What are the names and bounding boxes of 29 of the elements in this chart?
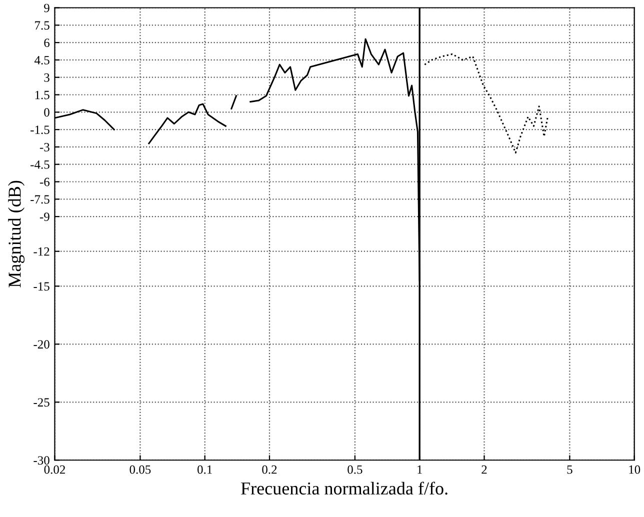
y-tick-label: 7.5 bbox=[35, 21, 50, 30]
y-tick-label: -1.5 bbox=[30, 126, 50, 134]
x-tick-label: 1 bbox=[418, 465, 422, 474]
y-tick-label: -15 bbox=[34, 282, 50, 291]
y-tick-label: -9 bbox=[40, 212, 50, 222]
y-tick-label: 4.5 bbox=[34, 56, 50, 64]
x-tick-label: 0.05 bbox=[130, 465, 151, 474]
y-tick-label: -4.5 bbox=[30, 160, 50, 169]
y-tick-label: -25 bbox=[34, 398, 50, 407]
x-tick-label: 0.1 bbox=[198, 465, 212, 474]
x-axis-title: Frecuencia normalizada f/fo. bbox=[241, 482, 448, 495]
y-tick-label: 6 bbox=[44, 38, 50, 48]
x-tick-label: 2 bbox=[482, 465, 487, 474]
y-tick-label: -20 bbox=[34, 340, 50, 349]
y-tick-label: -3 bbox=[40, 143, 50, 152]
x-tick-label: 5 bbox=[567, 465, 572, 474]
y-tick-label: 1.5 bbox=[35, 90, 50, 100]
y-tick-label: 3 bbox=[44, 73, 50, 82]
y-axis-title: Magnitud (dB) bbox=[8, 180, 25, 288]
y-tick-label: -7.5 bbox=[30, 195, 50, 204]
y-tick-label: 0 bbox=[44, 108, 50, 117]
x-tick-label: 0.5 bbox=[348, 465, 362, 474]
y-tick-label: -6 bbox=[40, 178, 50, 186]
y-tick-label: -12 bbox=[34, 247, 50, 256]
y-tick-label: 9 bbox=[44, 4, 50, 12]
x-tick-label: 0.02 bbox=[44, 465, 65, 474]
x-tick-label: 10 bbox=[629, 465, 640, 474]
x-tick-label: 0.2 bbox=[262, 465, 277, 474]
y-tick-label: -30 bbox=[34, 456, 50, 465]
